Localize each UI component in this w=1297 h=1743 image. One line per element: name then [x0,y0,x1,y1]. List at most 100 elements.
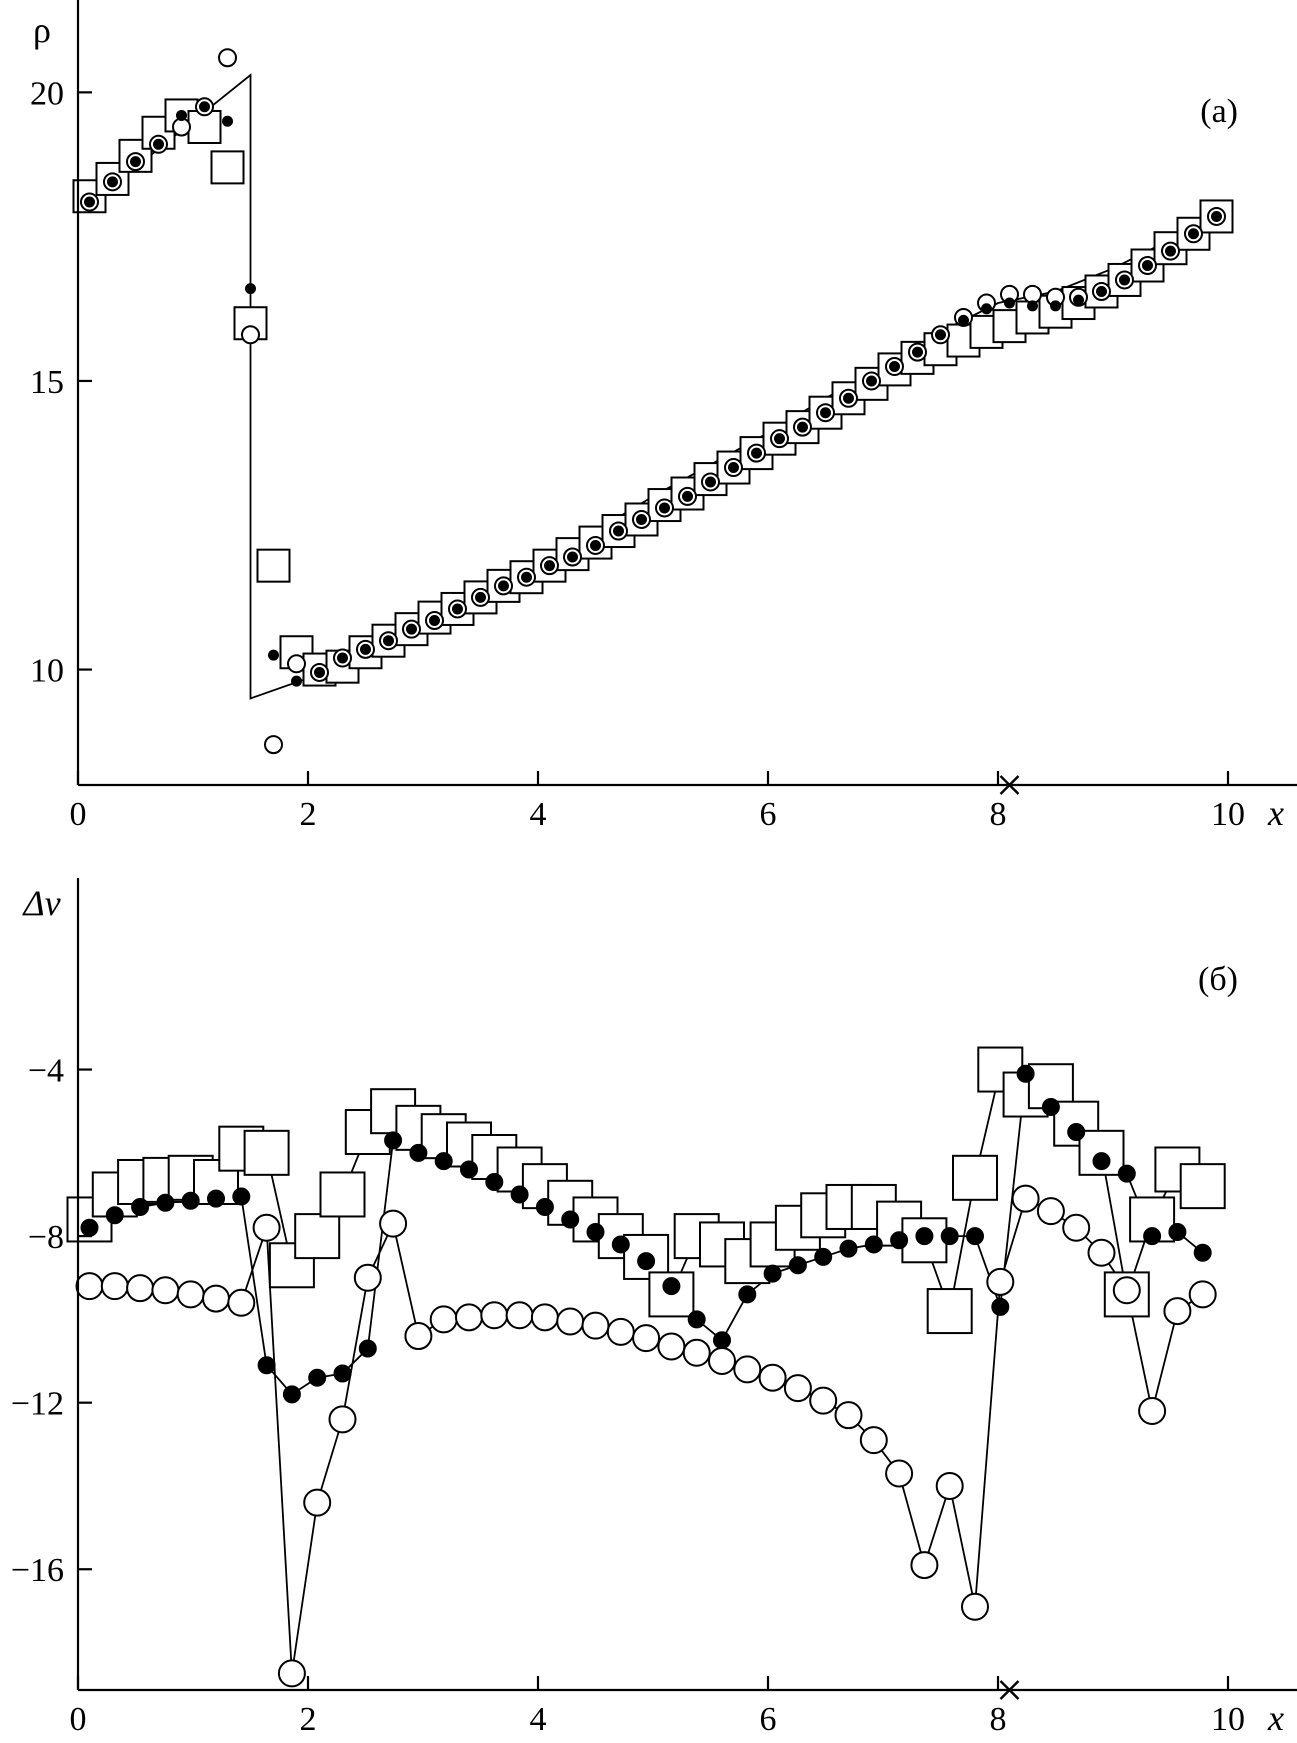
panel-b-y-axis-title: Δv [21,883,60,923]
panel-b-series-2-point [859,1426,888,1455]
panel-a-series-2-point [406,623,417,635]
panel-a-marks [72,48,1234,755]
panel-b-series-2-point [277,1659,306,1688]
panel-b-series-1-point [1016,1064,1035,1083]
panel-b-series-2-point [986,1267,1015,1296]
panel-a-y-axis-title: ρ [33,10,51,50]
panel-a-series-2-point [84,196,95,208]
panel-b-y-tick-1: −8 [28,1219,64,1256]
panel-a-series-2-point [1188,228,1199,240]
panel-b-series-2-point [1011,1184,1040,1213]
panel-b-series-1-point [586,1222,605,1241]
panel-b-series-2-point [252,1213,281,1242]
panel-a-series-2-point [360,643,371,655]
panel-b-series-1-point [637,1252,656,1271]
panel-b-x-tick-4: 8 [990,1701,1007,1738]
panel-a-series-0 [72,98,1234,687]
panel-a-series-2-point [1211,210,1222,222]
panel-b-series-1-point [662,1277,681,1296]
panel-a-series-2-point [130,156,141,168]
panel-a-series-2-point [636,513,647,525]
panel-a-x-tick-5: 10 [1211,796,1245,833]
panel-a-reference-line [77,73,1229,700]
panel-b-series-2-point [379,1209,408,1238]
panel-b-series-1-point [131,1197,150,1216]
panel-b-series-2-point [935,1471,964,1500]
panel-a-series-2-point [889,361,900,373]
panel-a-series-1 [80,48,1226,755]
panel-b-series-2-point [606,1317,635,1346]
panel-a-series-2-point [682,490,693,502]
panel-b-series-2-point [682,1338,711,1367]
panel-a-series-2-point [498,580,509,592]
panel-b-x-tick-2: 4 [530,1701,547,1738]
panel-b-series-1-point [333,1364,352,1383]
panel-a-series-2-point [843,392,854,404]
panel-b-series-2-point [303,1488,332,1517]
panel-b-series-2-point [176,1280,205,1309]
panel-b-series-2-point [328,1405,357,1434]
panel-b-series-1-point [763,1264,782,1283]
panel-b-series-2-point [353,1263,382,1292]
panel-b-series-1-point [308,1368,327,1387]
panel-b-series-1-point [460,1160,478,1179]
panel-a-series-2-point [245,283,256,295]
panel-a-axes [76,0,1297,795]
panel-b-series-2-point [758,1363,787,1392]
panel-b-series-1-point [966,1227,984,1246]
panel-b-series-2-point [480,1301,509,1330]
panel-a-series-2-point [935,329,946,341]
panel-b-series-1-point [1041,1098,1060,1117]
panel-b-series-1-point [1067,1123,1086,1142]
panel-b-series-2-point [1188,1280,1217,1309]
panel-b-series-1-point [940,1227,959,1246]
panel-a-series-2-point [544,560,555,572]
panel-b-series-2-point [151,1276,180,1305]
panel-b-series-1-point [409,1143,428,1162]
panel-b-x-tick-1: 2 [300,1701,317,1738]
panel-a-series-2-point [1050,300,1061,312]
panel-b-series-1-point [485,1172,504,1191]
panel-a-series-2-point [797,421,808,433]
panel-b-series-2-point [809,1386,838,1415]
panel-a-series-2 [84,101,1222,687]
panel-b-series-2-point [910,1551,939,1580]
panel-a-series-1-point [241,325,260,345]
panel-b-series-1-point [282,1385,301,1404]
panel-b-series-2-point [733,1355,762,1384]
panel-b-series-2-point [75,1272,104,1301]
panel-a-y-tick-0: 10 [30,653,64,690]
panel-a-series-2-point [429,614,440,626]
panel-a-series-2-point [199,101,210,113]
panel-a: 0 2 4 6 8 10 10 15 20 x ρ (a) [30,0,1297,833]
panel-b-series-1-point [1092,1152,1111,1171]
panel-a-x-tick-1: 2 [300,796,317,833]
panel-b-series-1-point [814,1247,833,1266]
panel-a-series-2-point [981,303,992,315]
panel-b-series-2-point [126,1274,155,1303]
panel-b-series-1-point [181,1191,200,1210]
panel-b-series-2-point [556,1307,585,1336]
panel-a-series-2-point [958,314,969,326]
panel-b-series-1 [80,1064,1212,1404]
panel-b-series-1-point [358,1339,377,1358]
panel-a-series-2-point [659,502,670,514]
panel-b-series-1-point [80,1218,99,1237]
panel-b-series-2-point [404,1322,433,1351]
panel-a-series-2-point [452,603,463,615]
panel-b-series-1-point [535,1197,554,1216]
panel-b-x-tick-0: 0 [70,1701,87,1738]
panel-a-series-2-point [268,649,279,661]
panel-a-x-tick-4: 8 [990,796,1007,833]
panel-b-series-1-point [510,1185,529,1204]
panel-b-series-1-point [687,1310,706,1329]
panel-b-series-2-point [100,1272,129,1301]
panel-b-series-0-point [1179,1163,1226,1210]
panel-b-series-1-point [1117,1164,1136,1183]
panel-a-series-2-point [1004,297,1015,309]
panel-b-series-0-point [952,1154,998,1201]
panel-b-series-0-point [926,1288,973,1335]
panel-a-series-2-point [613,525,624,537]
panel-b-series-1-point [1193,1243,1212,1262]
panel-b-tag: (б) [1198,961,1238,998]
